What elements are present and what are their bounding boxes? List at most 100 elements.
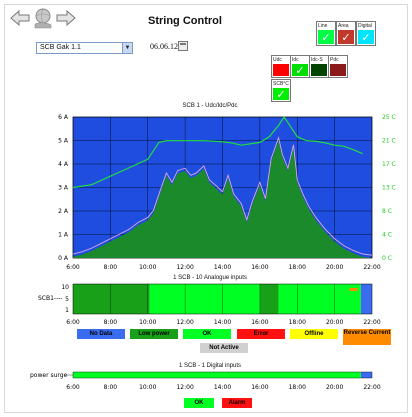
date-field[interactable]: 06.06.12 [150, 42, 178, 51]
globe-hand-icon [34, 8, 52, 29]
legend-low-power: Low power [130, 329, 178, 339]
calendar-icon[interactable] [178, 41, 188, 51]
legend-offline: Offline [290, 329, 338, 339]
home-button[interactable] [32, 8, 54, 29]
series-toggle-idc[interactable]: Idc ✓ [290, 55, 310, 78]
x-tick-label: 20:00 [326, 319, 343, 326]
page-frame [4, 4, 408, 413]
x-tick-label: 18:00 [289, 319, 306, 326]
x-tick-label: 16:00 [251, 384, 268, 391]
status-segment-no-data [360, 372, 372, 378]
y-tick-label-right: 17 C [382, 161, 396, 168]
series-line-scb-temp [72, 115, 363, 189]
y-tick-label-left: 0 A [58, 255, 69, 262]
chevron-down-icon: ▼ [122, 43, 132, 53]
x-tick-label: 8:00 [104, 384, 118, 391]
y-tick-label-right: 13 C [382, 185, 396, 192]
x-tick-label: 12:00 [176, 384, 193, 391]
x-tick-label: 6:00 [66, 319, 80, 326]
checkmark-icon: ✓ [276, 87, 286, 101]
series-toggle-swatch: ✓ [273, 87, 289, 101]
view-mode-label: Area [338, 23, 349, 29]
checkmark-icon: ✓ [321, 30, 331, 44]
x-tick-label: 14:00 [214, 264, 231, 271]
x-tick-label: 22:00 [363, 264, 380, 271]
y-tick-label: 5 [65, 296, 69, 303]
main-chart: 6 A 25 C 5 A 21 C 4 A 17 C 3 A 13 C 2 A 8 C 1 A 4 C… [58, 114, 396, 271]
series-toggle-label: Pdc [330, 57, 339, 63]
y-tick-label-right: 0 C [382, 255, 392, 262]
device-select[interactable]: SCB Gak 1.1 ▼ [36, 42, 133, 54]
y-tick-label-right: 21 C [382, 138, 396, 145]
row-label: power surge [30, 372, 68, 379]
status-segment-no-data [360, 284, 372, 314]
series-toggle-swatch [311, 64, 327, 76]
series-line-idc [72, 136, 373, 256]
y-tick-label: 1 [65, 307, 69, 314]
view-mode-swatch: ✓ [338, 30, 354, 44]
x-tick-label: 6:00 [66, 384, 80, 391]
x-tick-label: 8:00 [104, 264, 118, 271]
y-tick-label-right: 25 C [382, 114, 396, 121]
x-tick-label: 10:00 [139, 264, 156, 271]
legend-reverse-current: Reverse Current [343, 329, 391, 345]
x-tick-label: 22:00 [363, 384, 380, 391]
series-toggle-swatch [273, 64, 289, 76]
checkmark-icon: ✓ [341, 30, 351, 44]
x-tick-label: 16:00 [251, 264, 268, 271]
view-mode-swatch: ✓ [358, 30, 374, 44]
view-mode-line[interactable]: Line ✓ [316, 21, 336, 46]
x-tick-label: 22:00 [363, 319, 380, 326]
series-toggle-swatch [330, 64, 346, 76]
series-toggle-pdc[interactable]: Pdc [328, 55, 348, 78]
x-tick-label: 8:00 [104, 319, 118, 326]
x-tick-label: 10:00 [139, 319, 156, 326]
legend-no-data: No Data [77, 329, 125, 339]
right-arrow-icon [56, 10, 76, 26]
series-toggle-scb-c[interactable]: SCB°C ✓ [271, 79, 291, 102]
view-mode-area[interactable]: Area ✓ [336, 21, 356, 46]
left-arrow-icon [10, 10, 30, 26]
series-area-idc [73, 140, 372, 258]
status-segment-low-power [259, 284, 279, 314]
status-segment-ok [73, 372, 361, 378]
analogue-chart-title: 1 SCB - 10 Analogue inputs [173, 275, 247, 281]
digital-chart-title: 1 SCB - 1 Digital inputs [178, 363, 242, 369]
status-segment-ok [278, 284, 361, 314]
x-tick-label: 10:00 [139, 384, 156, 391]
device-select-value: SCB Gak 1.1 [40, 44, 81, 51]
main-chart-title: SCB 1 - Udc/Idc/Pdc [182, 103, 238, 109]
back-arrow-button[interactable] [10, 10, 30, 26]
y-tick-label-left: 6 A [58, 114, 69, 121]
y-tick-label-left: 2 A [58, 208, 69, 215]
x-tick-label: 14:00 [214, 319, 231, 326]
y-tick-label-right: 4 C [382, 232, 392, 239]
view-mode-digital[interactable]: Digital ✓ [356, 21, 376, 46]
view-mode-swatch: ✓ [318, 30, 334, 44]
series-toggle-udc[interactable]: Udc [271, 55, 291, 78]
status-segment-reverse-current [349, 288, 358, 291]
status-segment-ok [149, 284, 260, 314]
x-tick-label: 12:00 [176, 319, 193, 326]
x-tick-label: 20:00 [326, 264, 343, 271]
series-toggle-label: Udc [273, 57, 282, 63]
series-toggle-swatch: ✓ [292, 64, 308, 77]
series-toggle-idc-s[interactable]: Idc-S [309, 55, 329, 78]
view-mode-label: Line [318, 23, 328, 29]
legend-ok: OK [184, 398, 214, 408]
x-tick-label: 20:00 [326, 384, 343, 391]
checkmark-icon: ✓ [361, 30, 371, 44]
y-tick-label-left: 1 A [58, 232, 69, 239]
status-segment-low-power [73, 284, 150, 314]
legend-not-active: Not Active [200, 343, 248, 353]
y-tick-label: 10 [61, 284, 69, 291]
x-tick-label: 12:00 [176, 264, 193, 271]
digital-chart: power surge 6:00 8:00 10:00 12:00 14:00 16:00 1… [30, 371, 381, 391]
series-toggle-label: Idc-S [311, 57, 323, 63]
y-tick-label-left: 3 A [58, 185, 69, 192]
forward-arrow-button[interactable] [56, 10, 76, 26]
legend-alarm: Alarm [222, 398, 252, 408]
y-tick-label-right: 8 C [382, 208, 392, 215]
legend-error: Error [237, 329, 285, 339]
